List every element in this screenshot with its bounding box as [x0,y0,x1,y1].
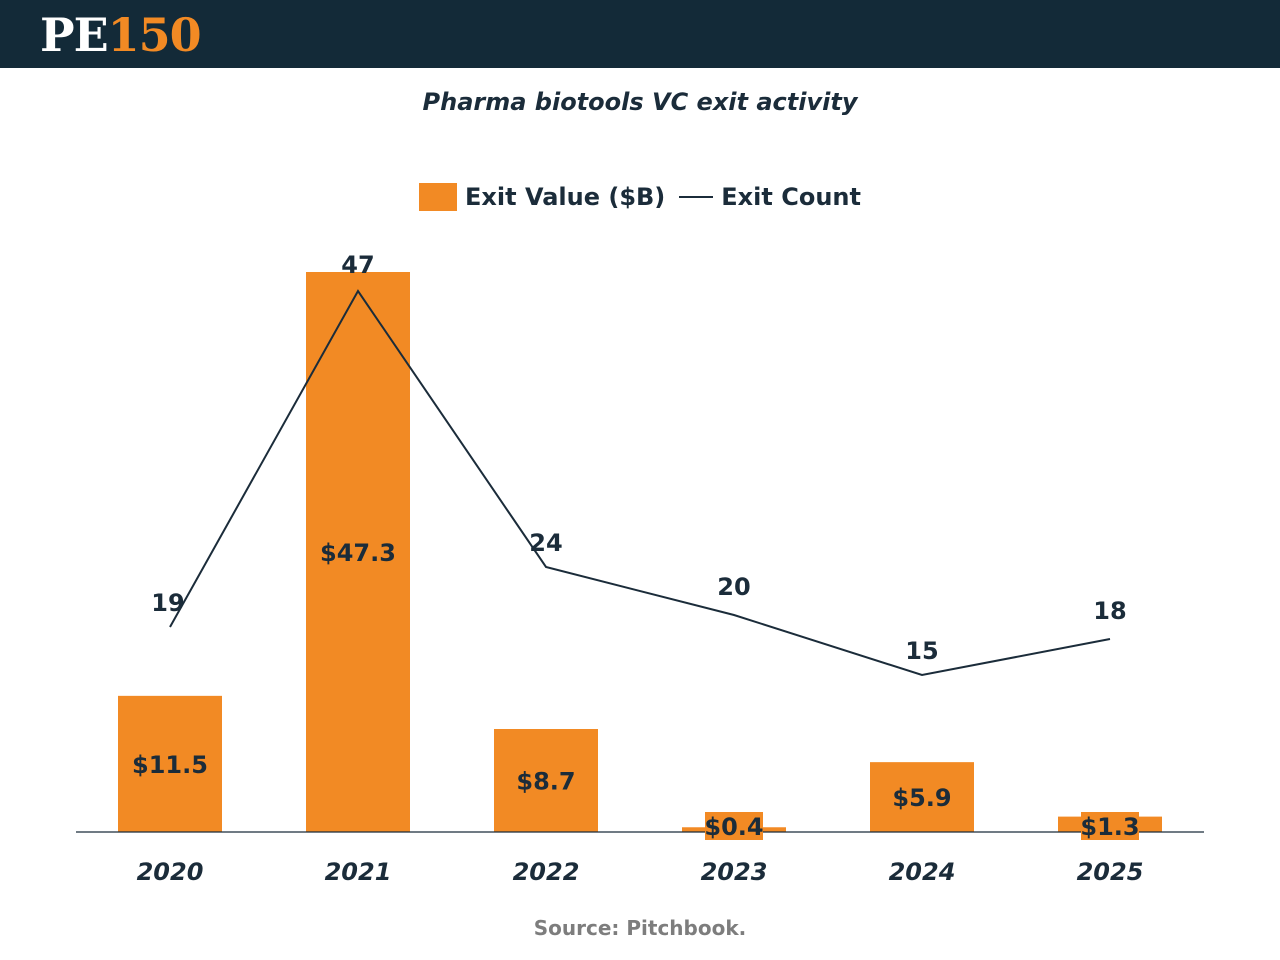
chart-title: Pharma biotools VC exit activity [422,88,858,116]
count-label-2022: 24 [529,529,562,557]
bar-2022 [494,728,598,832]
bar-2024 [870,762,974,832]
chart-legend: Exit Value ($B) Exit Count [0,180,1280,214]
bar-label-chip-2023 [705,812,763,840]
count-label-2023: 20 [717,573,750,601]
x-tick-2023: 2023 [701,858,768,886]
legend-line-swatch [679,196,714,198]
pe150-logo: PE150 [40,6,202,64]
legend-bar-swatch [419,183,458,211]
bar-value-label-2022: $8.7 [516,767,575,795]
x-tick-2024: 2024 [889,858,956,886]
count-label-2021: 47 [341,251,374,279]
count-label-2024: 15 [905,637,938,665]
logo-pe: PE [40,8,109,62]
x-tick-2020: 2020 [137,858,204,886]
bar-value-label-2025: $1.3 [1080,813,1139,841]
exit-count-line [169,289,1111,677]
bar-value-label-2023: $0.4 [704,813,763,841]
bar-label-chip-2025 [1081,812,1139,840]
bar-2021 [306,272,410,832]
count-label-2025: 18 [1093,597,1126,625]
x-tick-2021: 2021 [325,858,392,886]
bar-value-label-2021: $47.3 [320,539,396,567]
bar-value-label-2020: $11.5 [132,751,208,779]
bar-2020 [118,695,222,832]
x-tick-2022: 2022 [513,858,580,886]
bar-value-label-2024: $5.9 [892,784,951,812]
count-label-2020: 19 [151,589,184,617]
header-bar: PE150 [0,0,1280,68]
source-note: Source: Pitchbook. [533,916,747,940]
legend-exit-count: Exit Count [721,183,861,211]
legend-exit-value: Exit Value ($B) [465,183,666,211]
logo-number: 150 [107,8,202,62]
x-tick-2025: 2025 [1077,858,1144,886]
